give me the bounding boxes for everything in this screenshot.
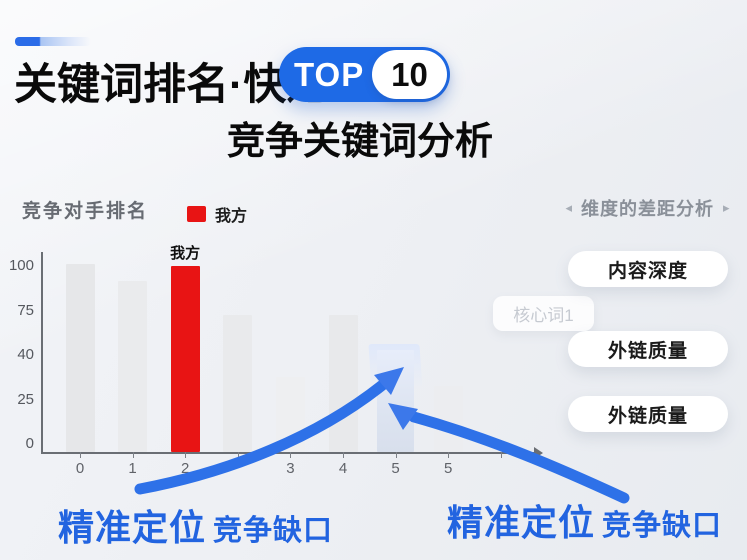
y-tick-label: 25 bbox=[17, 390, 34, 408]
x-tick bbox=[395, 452, 397, 458]
top10-badge: TOP 10 bbox=[279, 47, 450, 102]
x-tick-label: 0 bbox=[75, 460, 85, 477]
y-tick-label: 100 bbox=[8, 257, 34, 274]
title-accent-bar bbox=[15, 37, 91, 46]
x-axis-arrow-icon bbox=[534, 447, 543, 459]
y-tick-label: 40 bbox=[17, 346, 34, 363]
x-tick-label: 4 bbox=[338, 460, 348, 477]
annotation-left-strong: 精准定位 bbox=[58, 507, 207, 548]
legend-label: 我方 bbox=[215, 208, 248, 225]
x-tick bbox=[343, 452, 344, 458]
dimension-analysis-title: 维度的差距分析 bbox=[581, 199, 714, 219]
y-tick-label: 0 bbox=[25, 435, 34, 452]
y-tick-label: 75 bbox=[17, 301, 34, 319]
badge-top-label: TOP bbox=[294, 55, 365, 93]
annotation-left: 精准定位 竞争缺口 bbox=[58, 499, 333, 551]
x-tick-label: 5 bbox=[444, 460, 453, 477]
badge-number: 10 bbox=[372, 50, 447, 99]
chart-title: 竞争对手排名 bbox=[22, 201, 149, 222]
page-title: 关键词排名·快速 bbox=[14, 61, 330, 109]
x-tick bbox=[290, 452, 292, 458]
annotation-right-strong: 精准定位 bbox=[447, 502, 596, 543]
chevron-right-icon[interactable]: ▸ bbox=[723, 200, 730, 215]
highlight-bar-label: 我方 bbox=[170, 245, 201, 262]
bar bbox=[65, 264, 95, 452]
x-tick bbox=[448, 452, 450, 458]
x-tick-label: 2 bbox=[181, 460, 190, 477]
annotation-left-rest: 竞争缺口 bbox=[213, 515, 334, 547]
x-tick bbox=[132, 452, 134, 458]
button-backlink-quality-2[interactable]: 外链质量 bbox=[568, 396, 728, 432]
x-axis-line bbox=[41, 452, 536, 454]
x-tick-label: 3 bbox=[286, 460, 295, 477]
x-tick-label: 5 bbox=[391, 460, 400, 477]
bar bbox=[433, 386, 463, 452]
bar bbox=[223, 315, 253, 452]
x-tick-label: 1 bbox=[128, 460, 137, 477]
page-subtitle: 竞争关键词分析 bbox=[227, 121, 494, 163]
bar bbox=[377, 350, 415, 452]
legend-swatch bbox=[187, 206, 206, 222]
bar bbox=[118, 281, 148, 452]
bar bbox=[328, 315, 358, 452]
x-tick bbox=[185, 452, 187, 458]
highlight-bar bbox=[170, 266, 200, 452]
y-axis-line bbox=[41, 252, 43, 453]
x-tick bbox=[237, 452, 239, 458]
x-tick bbox=[500, 452, 502, 458]
button-backlink-quality-1[interactable]: 外链质量 bbox=[568, 331, 728, 367]
chevron-left-icon[interactable]: ◂ bbox=[565, 200, 572, 215]
button-content-depth[interactable]: 内容深度 bbox=[568, 251, 728, 287]
chart-legend: 我方 bbox=[187, 202, 247, 226]
dimension-analysis-header: ◂ 维度的差距分析 ▸ bbox=[548, 195, 747, 221]
annotation-right-rest: 竞争缺口 bbox=[602, 510, 723, 542]
annotation-right: 精准定位 竞争缺口 bbox=[447, 494, 722, 546]
bar bbox=[275, 377, 305, 452]
core-word-chip: 核心词1 bbox=[493, 296, 594, 331]
x-tick bbox=[80, 452, 81, 458]
